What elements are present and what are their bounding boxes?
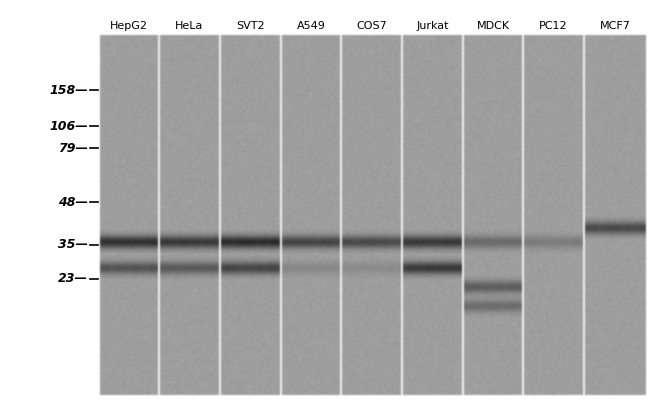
Text: COS7: COS7: [356, 21, 387, 31]
Text: A549: A549: [296, 21, 326, 31]
Text: 79—: 79—: [58, 142, 88, 155]
Text: MDCK: MDCK: [476, 21, 510, 31]
Text: SVT2: SVT2: [236, 21, 265, 31]
Text: PC12: PC12: [540, 21, 568, 31]
Text: 35—: 35—: [58, 239, 88, 252]
Text: 158—: 158—: [49, 84, 88, 97]
Text: 106—: 106—: [49, 120, 88, 133]
Text: 23—: 23—: [58, 273, 88, 285]
Text: 48—: 48—: [58, 196, 88, 209]
Text: HepG2: HepG2: [110, 21, 148, 31]
Text: HeLa: HeLa: [176, 21, 203, 31]
Text: MCF7: MCF7: [600, 21, 631, 31]
Text: Jurkat: Jurkat: [416, 21, 448, 31]
